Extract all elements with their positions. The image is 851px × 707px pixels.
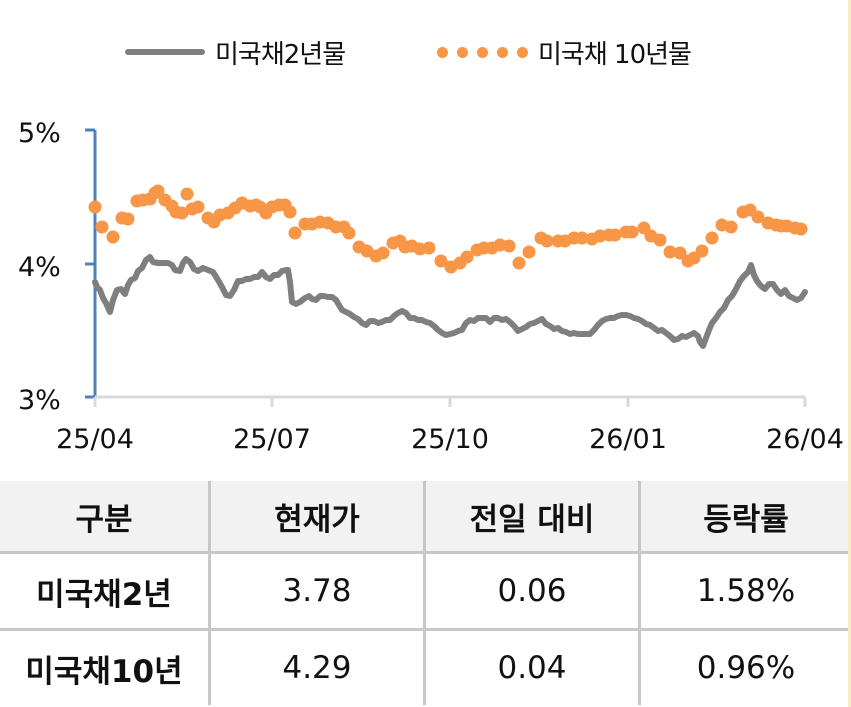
legend-item-2y: 미국채2년물	[125, 32, 346, 72]
header-rate: 등락률	[638, 481, 851, 554]
x-tick-label: 25/10	[411, 424, 489, 455]
data-point	[512, 256, 526, 270]
legend-label-10y: 미국채 10년물	[538, 39, 692, 70]
x-axis: 25/04 25/07 25/10 26/01 26/04	[56, 395, 844, 455]
table-header-row: 구분 현재가 전일 대비 등락률	[0, 481, 851, 554]
data-point	[705, 231, 719, 245]
x-tick-label: 26/04	[766, 424, 844, 455]
header-category: 구분	[0, 481, 211, 554]
data-point	[191, 200, 205, 214]
yield-chart: 5% 4% 3% 25/04 25/07 25/10 26/01 26/04	[18, 118, 844, 455]
frame-edge	[848, 0, 851, 707]
data-point	[376, 246, 390, 260]
header-change: 전일 대비	[423, 481, 641, 554]
line-swatch-icon	[125, 49, 205, 55]
data-point	[653, 233, 667, 247]
data-point	[540, 234, 554, 248]
data-point	[121, 212, 135, 226]
chart-legend: 미국채2년물 미국채 10년물	[0, 32, 851, 72]
data-point	[724, 220, 738, 234]
yield-table: 구분 현재가 전일 대비 등락률 미국채2년 3.78 0.06 1.58% 미…	[0, 481, 851, 705]
data-point	[751, 210, 765, 224]
row-label: 미국채10년	[0, 628, 211, 705]
data-point	[151, 184, 165, 198]
data-point	[608, 228, 622, 242]
data-point	[695, 244, 709, 258]
data-point	[794, 222, 808, 236]
series-10y-dots	[88, 184, 808, 274]
price-cell: 3.78	[208, 551, 426, 631]
data-point	[342, 226, 356, 240]
change-cell: 0.04	[423, 628, 641, 705]
series-2y-line	[92, 254, 808, 349]
x-tick-label: 26/01	[589, 424, 667, 455]
table-row: 미국채10년 4.29 0.04 0.96%	[0, 628, 851, 705]
x-tick-label: 25/07	[233, 424, 311, 455]
y-axis: 5% 4% 3%	[18, 118, 97, 416]
data-point	[673, 246, 687, 260]
data-point	[575, 231, 589, 245]
header-price: 현재가	[208, 481, 426, 554]
price-cell: 4.29	[208, 628, 426, 705]
legend-label-2y: 미국채2년물	[215, 39, 346, 70]
data-point	[502, 239, 516, 253]
data-point	[460, 250, 474, 264]
table-row: 미국채2년 3.78 0.06 1.58%	[0, 551, 851, 631]
data-point	[106, 230, 120, 244]
data-point	[288, 226, 302, 240]
data-point	[283, 205, 297, 219]
x-tick-label: 25/04	[56, 424, 134, 455]
data-point	[422, 241, 436, 255]
dot-swatch-icon	[437, 46, 528, 58]
data-point	[625, 225, 639, 239]
data-point	[434, 254, 448, 268]
y-tick-label: 4%	[18, 252, 61, 283]
data-point	[88, 200, 102, 214]
data-point	[175, 206, 189, 220]
rate-cell: 1.58%	[638, 551, 851, 631]
data-point	[663, 245, 677, 259]
legend-item-10y: 미국채 10년물	[437, 32, 692, 72]
data-point	[95, 220, 109, 234]
row-label: 미국채2년	[0, 551, 211, 631]
y-tick-label: 3%	[18, 385, 61, 416]
data-point	[180, 187, 194, 201]
y-tick-label: 5%	[18, 118, 61, 149]
change-cell: 0.06	[423, 551, 641, 631]
rate-cell: 0.96%	[638, 628, 851, 705]
data-point	[522, 245, 536, 259]
